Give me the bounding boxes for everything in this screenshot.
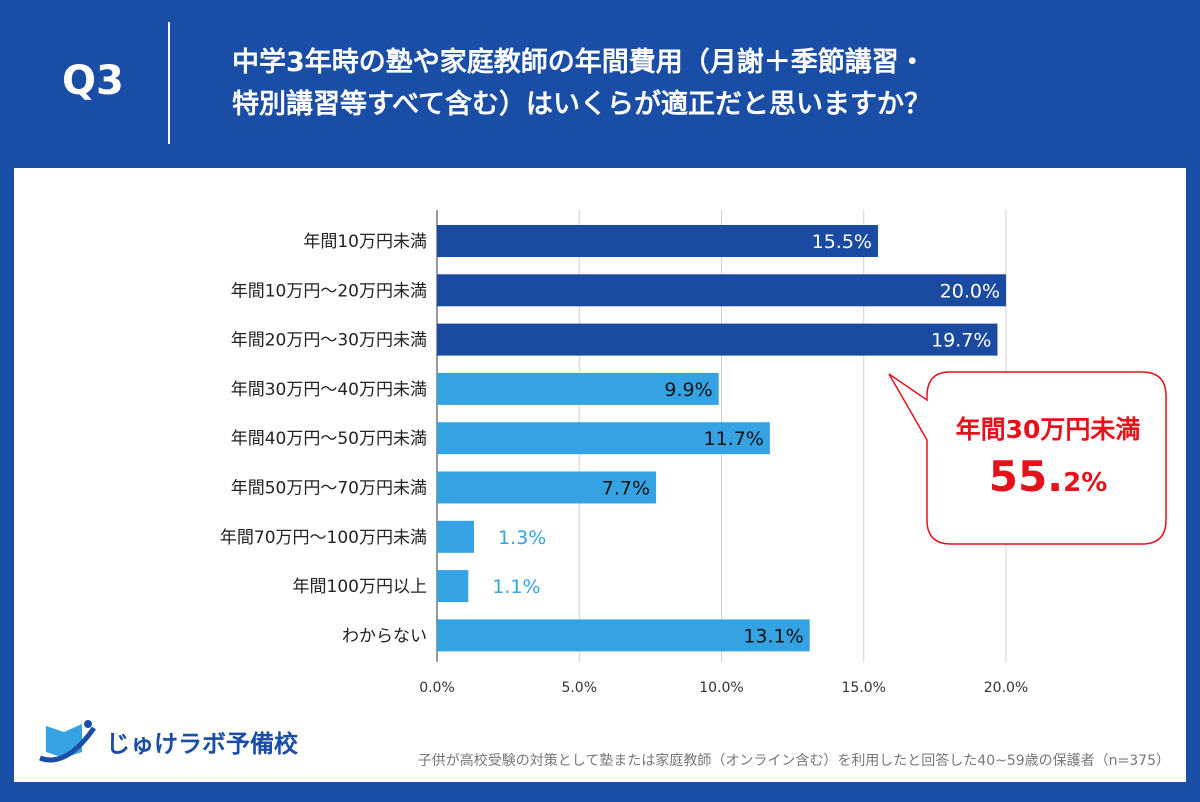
bar [437, 274, 1006, 307]
bar [437, 619, 810, 652]
x-tick-label: 0.0% [419, 680, 455, 696]
data-label: 11.7% [704, 428, 764, 450]
data-label: 19.7% [931, 330, 991, 352]
category-label: 年間40万円〜50万円未満 [231, 429, 427, 449]
bar [437, 225, 878, 257]
bar [437, 323, 998, 356]
category-label: 年間50万円〜70万円未満 [231, 479, 427, 499]
category-label: 年間20万円〜30万円未満 [231, 331, 427, 351]
bar [437, 422, 770, 455]
bar [437, 372, 719, 405]
page-title: 中学3年時の塾や家庭教師の年間費用（月謝＋季節講習・ 特別講習等すべて含む）はいく… [232, 42, 1132, 126]
data-label: 1.1% [492, 576, 540, 598]
book-logo-icon [39, 720, 97, 763]
x-tick-label: 10.0% [699, 680, 743, 696]
title-line-2: 特別講習等すべて含む）はいくらが適正だと思いますか？ [232, 89, 932, 120]
logo: じゅけラボ予備校 [36, 718, 298, 764]
header-divider [168, 22, 170, 144]
category-label: 年間100万円以上 [293, 577, 427, 597]
data-label: 13.1% [743, 625, 803, 647]
data-label: 1.3% [498, 527, 546, 549]
data-label: 20.0% [940, 280, 1000, 302]
bar [437, 570, 469, 603]
data-label: 9.9% [664, 379, 712, 401]
callout-value: 55.2% [988, 452, 1108, 501]
bar [437, 471, 657, 504]
survey-note: 子供が高校受験の対策として塾または家庭教師（オンライン含む）を利用したと回答した… [417, 753, 1170, 769]
category-label: 年間70万円〜100万円未満 [220, 528, 427, 548]
x-tick-label: 5.0% [561, 680, 597, 696]
question-number: Q3 [62, 58, 124, 104]
title-line-1: 中学3年時の塾や家庭教師の年間費用（月謝＋季節講習・ [232, 47, 926, 78]
x-tick-label: 15.0% [842, 680, 886, 696]
x-tick-label: 20.0% [984, 680, 1028, 696]
category-label: 年間30万円〜40万円未満 [231, 380, 427, 400]
category-label: 年間10万円未満 [303, 232, 427, 252]
callout-title: 年間30万円未満 [955, 415, 1141, 444]
bar [437, 520, 474, 553]
data-label: 15.5% [812, 231, 872, 253]
data-label: 7.7% [602, 478, 650, 500]
category-label: わからない [342, 626, 427, 646]
category-label: 年間10万円〜20万円未満 [231, 281, 427, 301]
